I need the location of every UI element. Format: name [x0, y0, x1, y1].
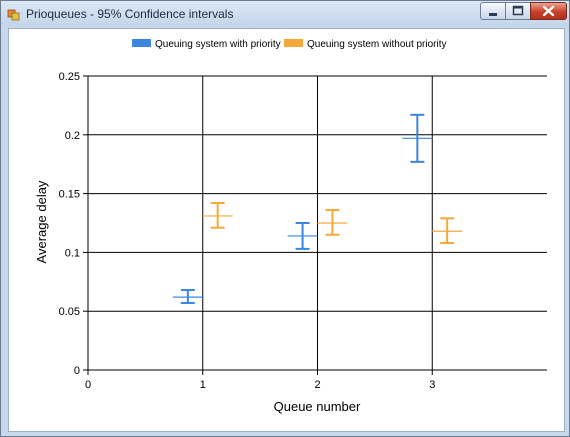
y-tick-label: 0.25 — [59, 71, 80, 83]
x-tick-label: 3 — [429, 379, 435, 391]
window-title: Prioqueues - 95% Confidence intervals — [26, 7, 234, 21]
x-tick-label: 2 — [314, 379, 320, 391]
maximize-icon — [512, 5, 524, 16]
error-bar-no-priority — [202, 202, 233, 229]
y-tick-label: 0.05 — [59, 306, 80, 318]
tick-labels: 0 0.05 0.1 0.15 0.2 0.25 0 1 2 3 — [59, 71, 436, 391]
legend-swatch-no-priority — [284, 39, 303, 47]
x-axis-label: Queue number — [274, 399, 361, 414]
error-bar-no-priority — [317, 209, 348, 236]
y-tick-label: 0.2 — [65, 130, 80, 142]
legend-swatch-priority — [132, 39, 151, 47]
error-bars — [172, 113, 463, 304]
error-bar-no-priority — [432, 217, 463, 244]
y-tick-label: 0 — [74, 365, 80, 377]
grid — [83, 75, 547, 375]
legend-label-priority: Queuing system with priority — [155, 39, 281, 50]
maximize-button[interactable] — [505, 2, 531, 20]
legend: Queuing system with priority Queuing sys… — [132, 39, 447, 50]
legend-label-no-priority: Queuing system without priority — [307, 39, 447, 50]
error-bar-priority — [172, 289, 203, 304]
close-icon — [542, 5, 555, 17]
x-tick-label: 1 — [200, 379, 206, 391]
error-bar-priority — [287, 222, 318, 250]
error-bar-priority — [402, 113, 433, 163]
minimize-icon — [489, 13, 497, 16]
app-icon[interactable] — [7, 7, 21, 21]
chart-area: Queuing system with priority Queuing sys… — [8, 28, 565, 432]
close-button[interactable] — [530, 2, 567, 20]
confidence-interval-chart: Queuing system with priority Queuing sys… — [34, 39, 547, 414]
minimize-button[interactable] — [480, 2, 506, 20]
y-axis-label: Average delay — [34, 180, 49, 263]
y-tick-label: 0.1 — [65, 247, 80, 259]
x-tick-label: 0 — [85, 379, 91, 391]
title-bar[interactable]: Prioqueues - 95% Confidence intervals — [1, 1, 569, 27]
y-tick-label: 0.15 — [59, 189, 80, 201]
